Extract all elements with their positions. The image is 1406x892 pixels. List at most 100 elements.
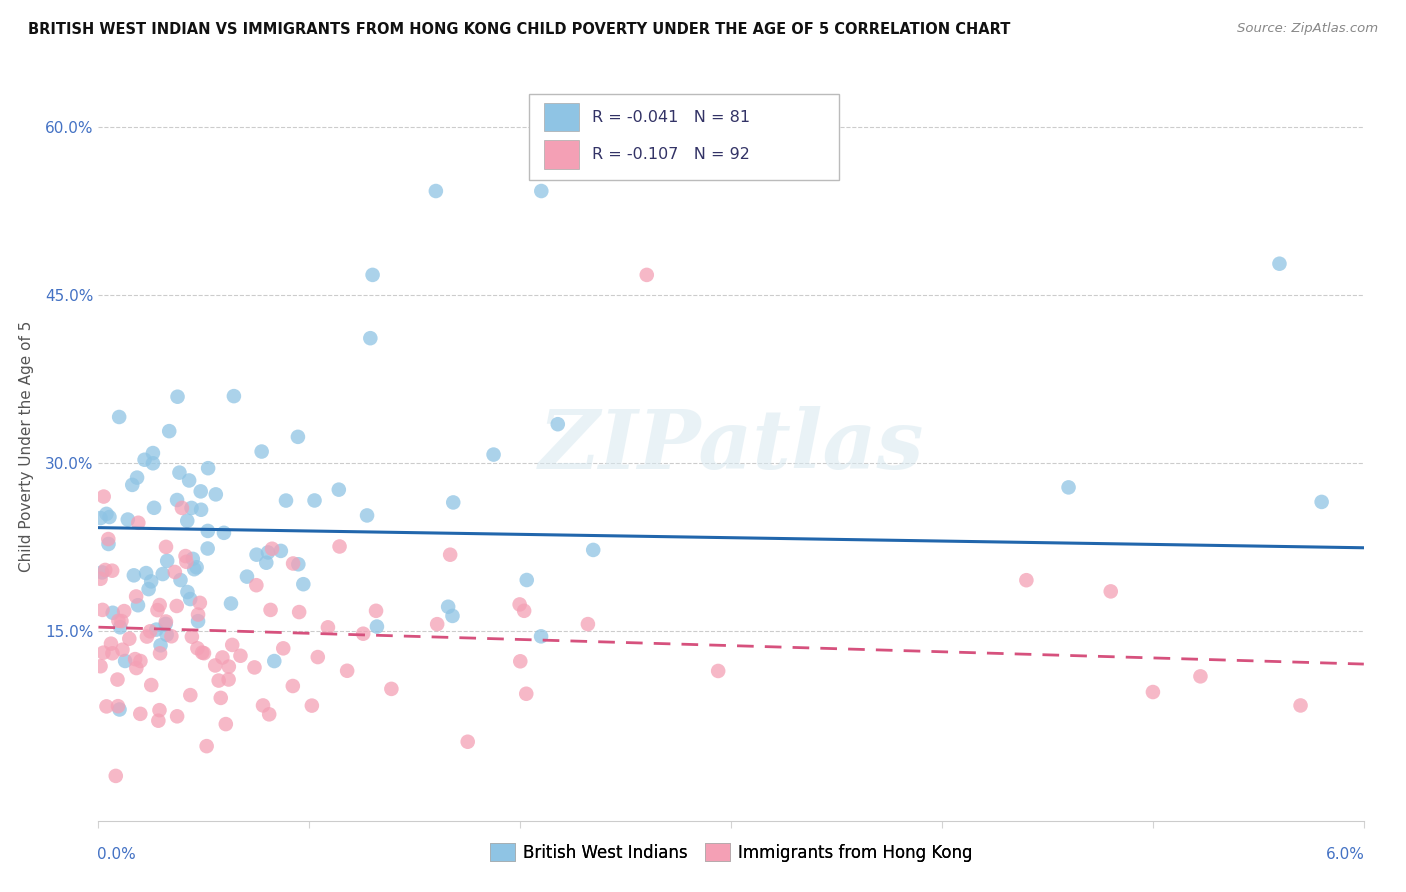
- Point: [457, 735, 479, 749]
- Point: [186, 641, 208, 656]
- Point: [208, 673, 231, 688]
- Point: [356, 508, 378, 523]
- Point: [91, 566, 114, 580]
- Point: [117, 512, 139, 526]
- Point: [301, 698, 323, 713]
- Point: [281, 679, 304, 693]
- Point: [188, 596, 211, 610]
- Point: [149, 638, 172, 652]
- Point: [359, 331, 381, 345]
- Point: [352, 626, 374, 640]
- Point: [152, 567, 174, 582]
- Point: [1057, 480, 1080, 494]
- Point: [307, 650, 329, 665]
- Point: [245, 548, 267, 562]
- Point: [441, 608, 464, 623]
- Point: [166, 599, 188, 613]
- Point: [219, 597, 242, 611]
- Point: [93, 490, 115, 504]
- Point: [97, 537, 120, 551]
- Point: [139, 624, 162, 639]
- Point: [176, 555, 198, 569]
- Point: [439, 548, 461, 562]
- Point: [366, 619, 388, 633]
- Point: [108, 620, 131, 634]
- Point: [149, 646, 172, 660]
- Point: [111, 642, 134, 657]
- Point: [90, 659, 112, 673]
- Point: [90, 572, 112, 586]
- Point: [166, 709, 188, 723]
- Point: [287, 558, 309, 572]
- Point: [179, 474, 201, 488]
- Point: [149, 598, 172, 612]
- Point: [437, 599, 460, 614]
- Point: [1268, 257, 1291, 271]
- Point: [1142, 685, 1164, 699]
- Point: [361, 268, 384, 282]
- Point: [141, 678, 163, 692]
- Point: [160, 629, 183, 643]
- Point: [101, 646, 124, 660]
- Text: R = -0.107   N = 92: R = -0.107 N = 92: [592, 147, 749, 162]
- Point: [134, 452, 156, 467]
- Point: [122, 568, 145, 582]
- Point: [156, 554, 179, 568]
- Point: [316, 620, 339, 634]
- Point: [148, 714, 170, 728]
- Point: [129, 706, 152, 721]
- Point: [211, 650, 233, 665]
- Point: [166, 390, 188, 404]
- Text: Source: ZipAtlas.com: Source: ZipAtlas.com: [1237, 22, 1378, 36]
- Text: 6.0%: 6.0%: [1326, 847, 1365, 862]
- Bar: [544, 103, 579, 131]
- Point: [108, 702, 131, 716]
- Point: [274, 493, 297, 508]
- Point: [193, 646, 215, 660]
- Point: [262, 541, 284, 556]
- Point: [257, 707, 280, 722]
- Point: [169, 573, 191, 587]
- Point: [516, 573, 538, 587]
- Point: [170, 500, 193, 515]
- Point: [155, 540, 177, 554]
- Point: [187, 614, 209, 628]
- Point: [218, 673, 240, 687]
- Point: [124, 652, 146, 666]
- Point: [107, 673, 129, 687]
- Point: [118, 632, 141, 646]
- Point: [107, 699, 129, 714]
- Point: [90, 511, 112, 525]
- Text: 0.0%: 0.0%: [97, 847, 136, 862]
- Point: [1289, 698, 1312, 713]
- Point: [145, 623, 167, 637]
- Point: [186, 560, 208, 574]
- Point: [254, 556, 277, 570]
- Point: [125, 661, 148, 675]
- Point: [292, 577, 315, 591]
- Point: [157, 424, 180, 438]
- Point: [515, 687, 537, 701]
- Point: [176, 514, 198, 528]
- Point: [336, 664, 359, 678]
- Point: [304, 493, 326, 508]
- Point: [252, 698, 274, 713]
- Point: [329, 540, 352, 554]
- Point: [136, 630, 159, 644]
- Point: [707, 664, 730, 678]
- Point: [190, 502, 212, 516]
- Point: [257, 545, 280, 559]
- Point: [1015, 573, 1038, 587]
- Point: [288, 605, 311, 619]
- Point: [110, 614, 132, 628]
- Point: [129, 654, 152, 668]
- Point: [509, 654, 531, 668]
- Point: [328, 483, 350, 497]
- Point: [174, 549, 197, 563]
- Point: [163, 565, 186, 579]
- Point: [271, 641, 294, 656]
- Point: [181, 552, 204, 566]
- Point: [101, 564, 124, 578]
- Point: [97, 532, 120, 546]
- Point: [426, 617, 449, 632]
